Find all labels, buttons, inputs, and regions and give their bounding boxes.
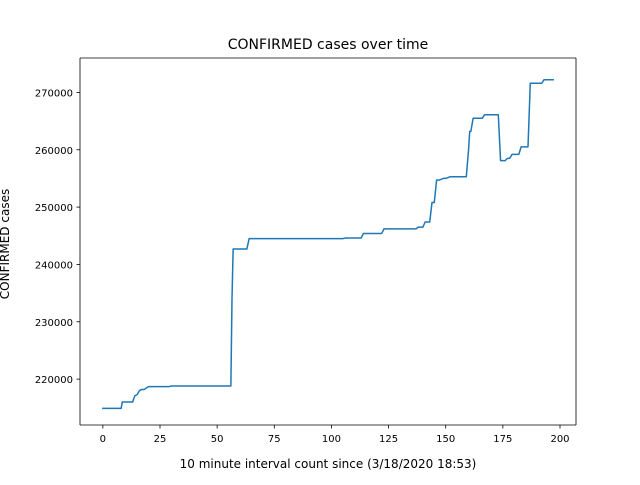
y-tick-label: 220000 [35, 375, 73, 386]
x-tick-label: 200 [550, 434, 569, 445]
y-tick-label: 250000 [35, 203, 73, 214]
x-tick-label: 100 [322, 434, 341, 445]
y-tick-label: 260000 [35, 146, 73, 157]
y-tick-label: 230000 [35, 318, 73, 329]
x-tick-label: 0 [100, 434, 106, 445]
chart-title: CONFIRMED cases over time [228, 37, 429, 53]
y-tick-label: 240000 [35, 260, 73, 271]
x-tick-label: 50 [211, 434, 224, 445]
x-tick-label: 25 [154, 434, 167, 445]
series-line-0 [102, 79, 554, 410]
x-axis-label: 10 minute interval count since (3/18/202… [180, 457, 477, 471]
plot-area: 0 25 50 75 100 125 150 175 200 220000 230000 240000… [35, 57, 577, 445]
x-tick-label: 75 [268, 434, 281, 445]
x-tick-label: 175 [493, 434, 512, 445]
x-tick-label: 125 [379, 434, 398, 445]
x-tick-label: 150 [436, 434, 455, 445]
y-tick-label: 270000 [35, 88, 73, 99]
y-axis-label: CONFIRMED cases [0, 189, 12, 299]
